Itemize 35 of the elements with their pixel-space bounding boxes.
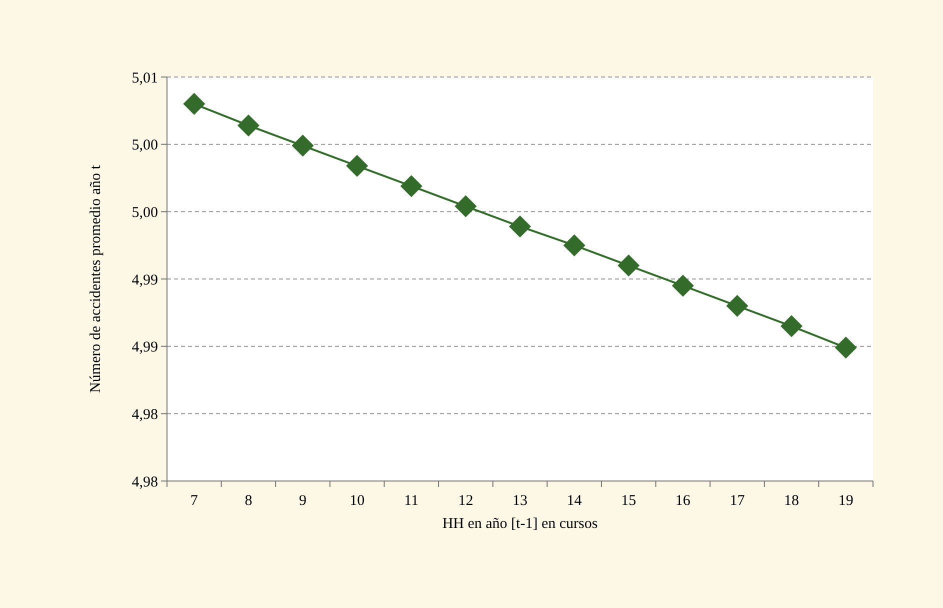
x-tick-label: 19: [838, 493, 854, 509]
point: [618, 254, 640, 277]
point: [400, 175, 422, 198]
x-tick-label: 11: [404, 493, 419, 509]
y-tick-label: 5,00: [132, 204, 158, 221]
point: [780, 315, 803, 338]
point: [183, 92, 206, 115]
point: [563, 234, 586, 256]
x-tick-label: 9: [299, 493, 307, 509]
point: [237, 114, 260, 136]
x-tick-label: 14: [566, 493, 582, 509]
point: [834, 336, 857, 359]
x-tick-label: 8: [244, 493, 252, 509]
x-tick-label: 16: [675, 493, 691, 509]
y-tick-label: 4,98: [132, 406, 158, 423]
x-tick-label: 18: [784, 493, 800, 509]
x-tick-label: 10: [350, 493, 365, 509]
point: [454, 195, 477, 218]
x-tick-label: 7: [190, 493, 198, 509]
point: [292, 134, 314, 157]
y-tick-label: 5,00: [132, 138, 158, 154]
x-tick-label: 13: [512, 493, 528, 509]
x-tick-label: 12: [458, 493, 474, 509]
y-axis-title: Número de accidentes promedio año t: [88, 164, 104, 393]
point: [346, 154, 368, 177]
y-tick-label: 4,99: [132, 340, 158, 356]
point: [509, 215, 531, 238]
x-tick-label: 15: [621, 493, 636, 509]
y-tick-label: 4,99: [132, 272, 158, 288]
x-axis-title: HH en año [t-1] en cursos: [442, 516, 598, 532]
y-tick-label: 5,01: [132, 70, 158, 86]
x-tick-label: 17: [730, 493, 746, 509]
point: [672, 274, 694, 297]
point: [726, 294, 748, 317]
y-tick-label: 4,98: [132, 474, 158, 490]
